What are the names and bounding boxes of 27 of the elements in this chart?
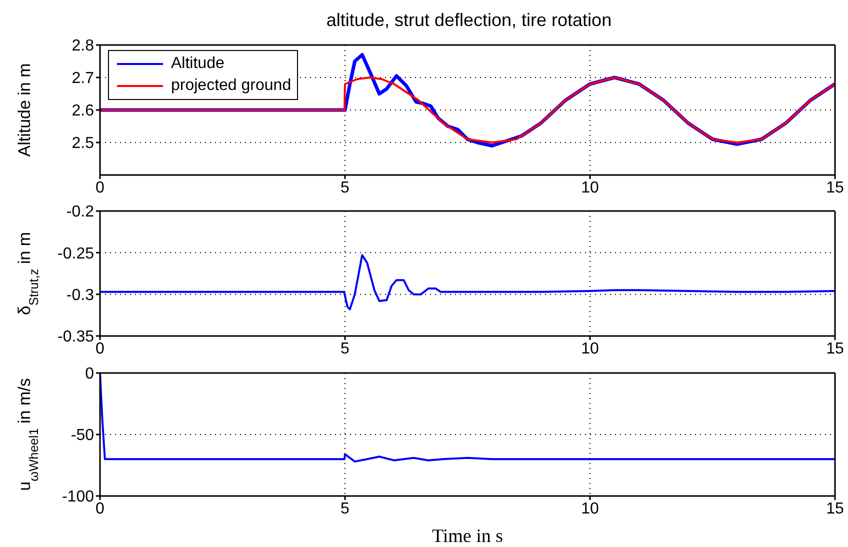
x-tick-label: 10 [581, 340, 599, 358]
y-tick-label: 2.8 [72, 38, 94, 55]
x-tick-label: 5 [340, 500, 350, 518]
y-tick-label: 2.7 [72, 70, 94, 88]
x-tick-label: 15 [826, 179, 844, 196]
legend-label: Altitude [171, 54, 224, 74]
y-tick-label: -0.2 [66, 204, 94, 221]
y-tick-label: -0.25 [58, 245, 94, 262]
y-tick-label: -0.3 [66, 287, 94, 304]
line-series [100, 254, 835, 310]
x-axis-title: Time in s [432, 526, 504, 547]
y-tick-label: -0.35 [58, 328, 94, 346]
y-tick-label: -100 [62, 488, 94, 506]
y-tick-label: 0 [85, 366, 94, 383]
x-tick-label: 10 [581, 179, 599, 196]
x-tick-label: 10 [581, 500, 599, 518]
line-series [100, 76, 835, 144]
x-tick-label: 5 [340, 340, 350, 358]
y-tick-label: -50 [70, 427, 94, 444]
y-axis-title: Altitude in m [15, 63, 34, 157]
y-tick-label: 2.6 [72, 102, 94, 120]
chart-title: altitude, strut deflection, tire rotation [325, 10, 613, 31]
y-tick-label: 2.5 [72, 135, 94, 152]
x-tick-label: 15 [826, 340, 844, 358]
legend-label: projected ground [171, 76, 292, 96]
x-tick-label: 15 [826, 500, 844, 518]
x-tick-label: 5 [340, 179, 350, 196]
